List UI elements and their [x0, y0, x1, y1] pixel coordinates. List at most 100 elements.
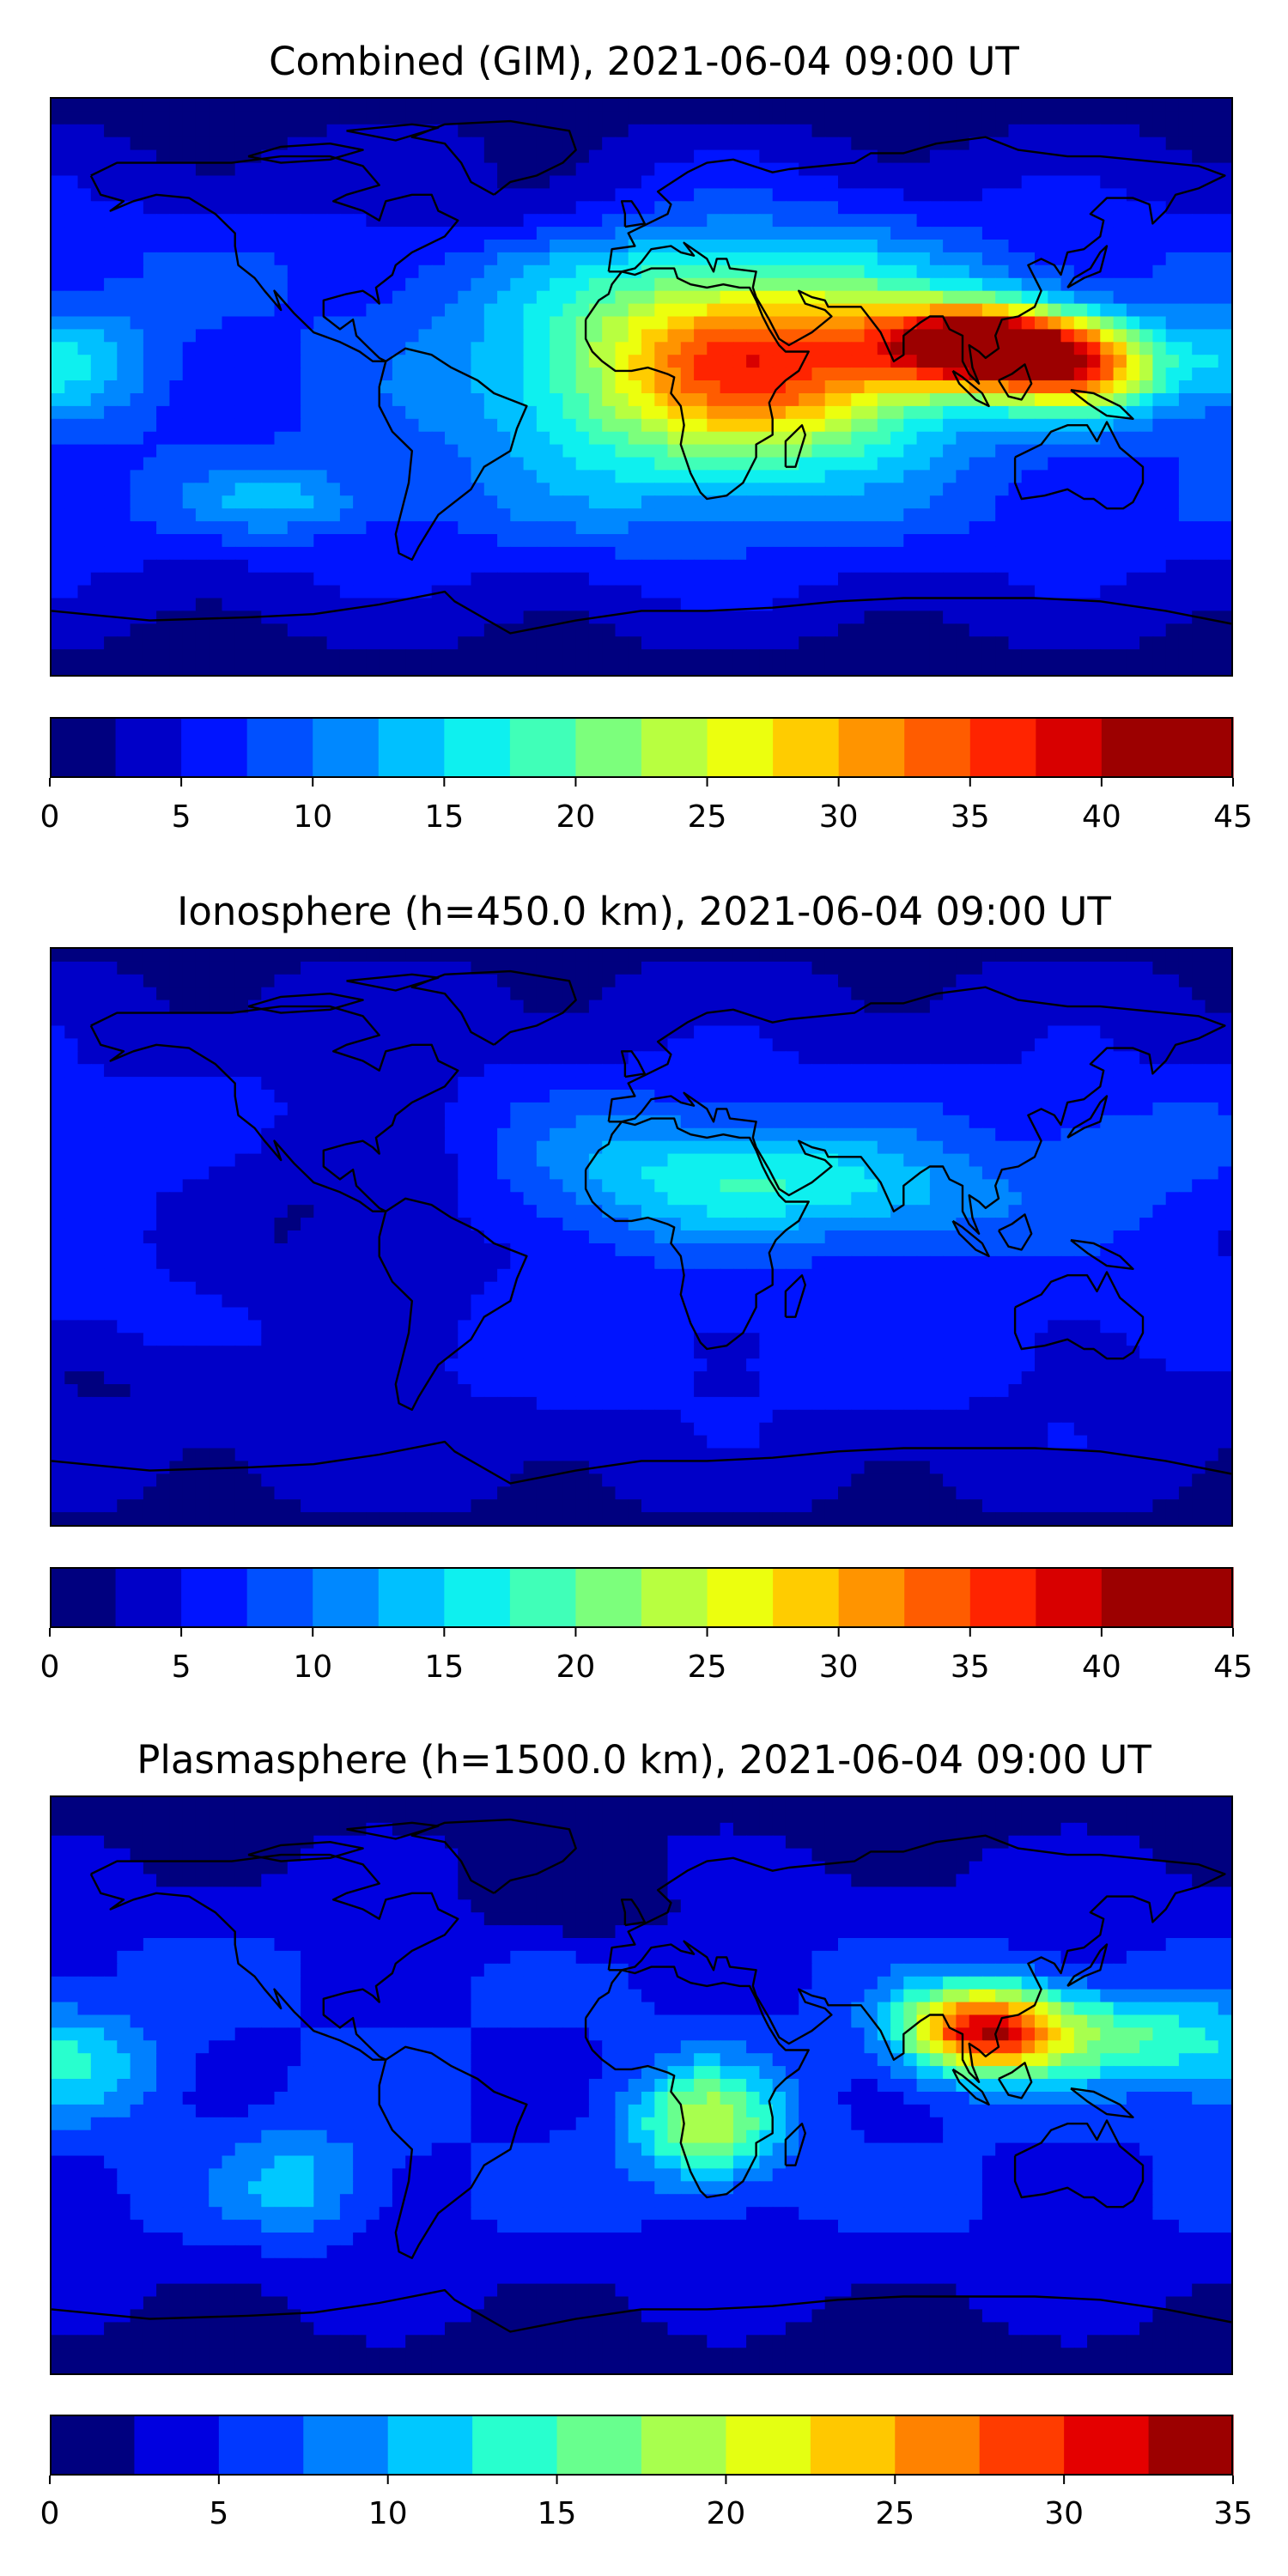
tec-cell: [772, 99, 787, 112]
tec-cell: [222, 393, 236, 407]
tec-cell: [1021, 949, 1036, 963]
tec-cell: [510, 470, 525, 484]
tec-cell: [234, 974, 249, 988]
tec-cell: [431, 987, 446, 1001]
tec-cell: [261, 974, 276, 988]
tec-cell: [392, 264, 406, 279]
tec-cell: [1139, 572, 1154, 586]
tec-cell: [497, 418, 512, 433]
tec-cell: [301, 201, 315, 215]
tec-cell: [694, 1038, 708, 1053]
tec-cell: [1218, 137, 1231, 151]
tec-cell: [903, 201, 918, 215]
tec-cell: [628, 974, 642, 988]
tec-cell: [234, 1012, 249, 1027]
tec-cell: [445, 418, 459, 433]
tec-cell: [562, 961, 577, 975]
tec-cell: [772, 1025, 787, 1040]
tec-cell: [379, 188, 393, 203]
tec-cell: [759, 623, 774, 638]
tec-cell: [956, 457, 970, 471]
tec-cell: [458, 188, 472, 203]
tec-cell: [130, 662, 144, 675]
tec-cell: [1021, 559, 1036, 574]
tec-cell: [956, 444, 970, 459]
tec-cell: [523, 380, 538, 394]
tec-cell: [222, 175, 236, 190]
tec-cell: [720, 329, 734, 343]
tec-cell: [52, 1051, 66, 1065]
tec-cell: [824, 508, 839, 522]
tec-cell: [1113, 623, 1127, 638]
tec-cell: [1192, 252, 1206, 266]
tec-cell: [1073, 949, 1088, 963]
tec-cell: [52, 1038, 66, 1053]
tec-cell: [1048, 277, 1062, 292]
tec-cell: [195, 572, 210, 586]
tec-cell: [615, 393, 629, 407]
tec-cell: [746, 949, 761, 963]
tec-cell: [641, 418, 656, 433]
tec-cell: [903, 457, 918, 471]
tec-cell: [694, 1051, 708, 1065]
tec-cell: [981, 1025, 996, 1040]
tec-cell: [903, 405, 918, 420]
tec-cell: [222, 636, 236, 650]
tec-cell: [1205, 380, 1219, 394]
tec-cell: [824, 227, 839, 240]
tec-cell: [667, 111, 682, 125]
tec-cell: [720, 227, 734, 240]
tec-cell: [981, 240, 996, 253]
tec-cell: [1126, 521, 1140, 535]
tec-cell: [104, 355, 118, 368]
tec-cell: [90, 355, 105, 368]
tec-cell: [1152, 342, 1167, 355]
tec-cell: [1060, 585, 1075, 599]
tec-cell: [536, 572, 550, 586]
tec-cell: [851, 457, 866, 471]
tec-cell: [261, 483, 276, 496]
tec-cell: [510, 585, 525, 599]
tec-cell: [405, 355, 420, 368]
tec-cell: [52, 214, 66, 228]
tec-cell: [995, 303, 1010, 318]
tec-cell: [1165, 585, 1180, 599]
tec-cell: [261, 393, 276, 407]
tec-cell: [182, 649, 197, 663]
tec-cell: [1048, 380, 1062, 394]
tec-cell: [667, 495, 682, 509]
tec-cell: [785, 418, 799, 433]
tec-cell: [916, 949, 931, 963]
tec-cell: [969, 1025, 983, 1040]
tec-cell: [877, 598, 891, 612]
tec-cell: [890, 227, 905, 240]
tec-cell: [824, 999, 839, 1014]
tec-cell: [156, 949, 171, 963]
tec-cell: [234, 214, 249, 228]
tec-cell: [445, 546, 459, 561]
tec-cell: [169, 585, 184, 599]
tec-cell: [313, 355, 328, 368]
tec-cell: [838, 611, 853, 625]
tec-cell: [313, 252, 328, 266]
tec-cell: [628, 534, 642, 548]
tec-cell: [654, 252, 669, 266]
tec-cell: [1035, 342, 1049, 355]
tec-cell: [64, 1025, 79, 1040]
tec-cell: [445, 662, 459, 675]
tec-cell: [431, 1012, 446, 1027]
tec-cell: [981, 1051, 996, 1065]
tec-cell: [1165, 405, 1180, 420]
tec-cell: [1192, 483, 1206, 496]
tec-cell: [418, 1025, 433, 1040]
tec-cell: [366, 649, 380, 663]
tec-cell: [890, 546, 905, 561]
tec-cell: [588, 508, 603, 522]
tec-cell: [64, 457, 79, 471]
tec-cell: [1165, 559, 1180, 574]
tec-cell: [1087, 277, 1102, 292]
tec-cell: [483, 649, 498, 663]
tec-cell: [772, 1051, 787, 1065]
tec-cell: [864, 368, 878, 381]
tec-cell: [52, 1025, 66, 1040]
